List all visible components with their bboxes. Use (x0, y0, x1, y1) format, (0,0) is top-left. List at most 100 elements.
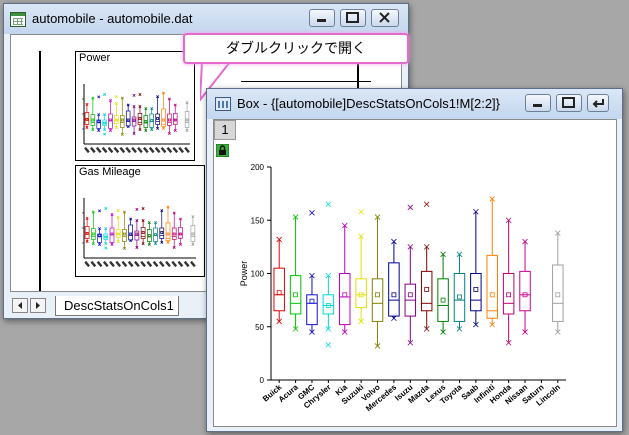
mean-marker (173, 118, 177, 122)
mini-x-label-mark (190, 260, 196, 268)
mini-box (167, 97, 172, 135)
extreme-marker (391, 238, 397, 245)
extreme-marker (85, 216, 89, 220)
extreme-marker (292, 214, 299, 220)
extreme-marker (160, 209, 164, 213)
mean-marker (120, 118, 124, 122)
extreme-marker (147, 243, 151, 246)
extreme-marker (341, 222, 348, 229)
mean-marker (457, 294, 462, 300)
mini-x-label-mark (119, 146, 126, 154)
close-icon (379, 12, 390, 23)
extreme-marker (103, 113, 107, 117)
iqr-box (161, 108, 166, 127)
box-series-honda (502, 217, 515, 346)
outlier-marker (325, 342, 332, 348)
outlier-marker (309, 210, 315, 216)
y-tick-label: 150 (251, 216, 265, 225)
mean-marker (156, 117, 160, 120)
outlier-marker (138, 93, 142, 96)
mini-box (161, 91, 166, 130)
mean-marker (85, 118, 89, 121)
mean-marker (276, 290, 282, 296)
gas-mileage-panel[interactable]: Gas Mileage (75, 165, 205, 277)
extreme-marker (154, 242, 158, 246)
extreme-marker (276, 318, 282, 325)
extreme-marker (505, 217, 512, 224)
outlier-marker (104, 207, 108, 210)
restore-return-button[interactable] (587, 94, 609, 112)
mean-marker (424, 287, 430, 292)
mean-marker (91, 118, 95, 122)
prev-sheet-button[interactable] (12, 298, 28, 313)
extreme-marker (104, 227, 108, 231)
mini-box (115, 209, 121, 243)
extreme-marker (167, 132, 171, 135)
extreme-marker (135, 246, 139, 249)
extreme-marker (489, 321, 496, 328)
mean-marker (172, 232, 176, 236)
y-tick-label: 200 (251, 163, 265, 172)
extreme-marker (91, 128, 95, 132)
mini-box (146, 221, 152, 246)
mini-x-label-mark (113, 146, 120, 154)
extreme-marker (191, 243, 195, 246)
graph-window[interactable]: Box - {[automobile]DescStatsOnCols1!M[2:… (206, 88, 623, 432)
extreme-marker (358, 318, 364, 325)
extreme-marker (98, 243, 102, 246)
mini-x-label-mark (183, 260, 190, 268)
mean-marker (489, 292, 495, 298)
maximize-button[interactable] (340, 9, 366, 27)
iqr-box (453, 273, 466, 322)
box-series-kia (339, 222, 351, 335)
mean-marker (129, 232, 133, 236)
extreme-marker (138, 128, 142, 132)
worksheet-icon (10, 12, 26, 27)
workbook-title-bar[interactable]: automobile - automobile.dat (4, 4, 408, 34)
extreme-marker (172, 246, 176, 249)
outlier-marker (423, 201, 430, 208)
extreme-marker (172, 211, 176, 215)
iqr-box (149, 113, 154, 128)
mean-marker (179, 232, 182, 236)
mean-marker (166, 232, 170, 236)
mean-marker (91, 232, 95, 236)
mini-box (114, 95, 119, 129)
box-series-acura (289, 214, 302, 332)
extreme-marker (103, 128, 107, 132)
mean-marker (114, 118, 118, 122)
extreme-marker (374, 343, 381, 349)
y-tick-label: 100 (251, 270, 265, 279)
layer-1-button[interactable]: 1 (214, 120, 236, 140)
mean-marker (191, 232, 195, 236)
outlier-marker (141, 207, 145, 210)
next-sheet-button[interactable] (30, 298, 46, 313)
close-button[interactable] (371, 9, 399, 27)
mini-x-label-mark (146, 260, 153, 268)
sheet-tab-descstats[interactable]: DescStatsOnCols1 (55, 296, 179, 316)
maximize-icon (346, 12, 359, 23)
mini-x-label-mark (152, 260, 159, 268)
minimize-button[interactable] (525, 94, 551, 112)
maximize-icon (562, 97, 575, 108)
iqr-box (96, 119, 101, 129)
graph-area[interactable]: 1 0 50 100 150 200 Power Buick Acura GMC Chrysler… (213, 119, 617, 427)
iqr-box (153, 227, 158, 242)
maximize-button[interactable] (556, 94, 582, 112)
mini-box (165, 205, 171, 244)
mean-marker (407, 292, 413, 298)
extreme-marker (91, 96, 95, 100)
mini-box (190, 215, 196, 246)
lock-icon[interactable] (216, 144, 229, 157)
iqr-box (109, 227, 115, 243)
mini-x-label-mark (107, 146, 114, 154)
graph-title-bar[interactable]: Box - {[automobile]DescStatsOnCols1!M[2:… (207, 89, 622, 119)
minimize-button[interactable] (309, 9, 335, 27)
extreme-marker (309, 272, 315, 279)
extreme-marker (162, 91, 165, 95)
extreme-marker (156, 126, 160, 130)
mini-x-label-mark (177, 260, 184, 268)
iqr-box (420, 270, 433, 312)
mini-x-label-mark (165, 260, 171, 268)
power-panel[interactable]: Power (75, 51, 195, 161)
